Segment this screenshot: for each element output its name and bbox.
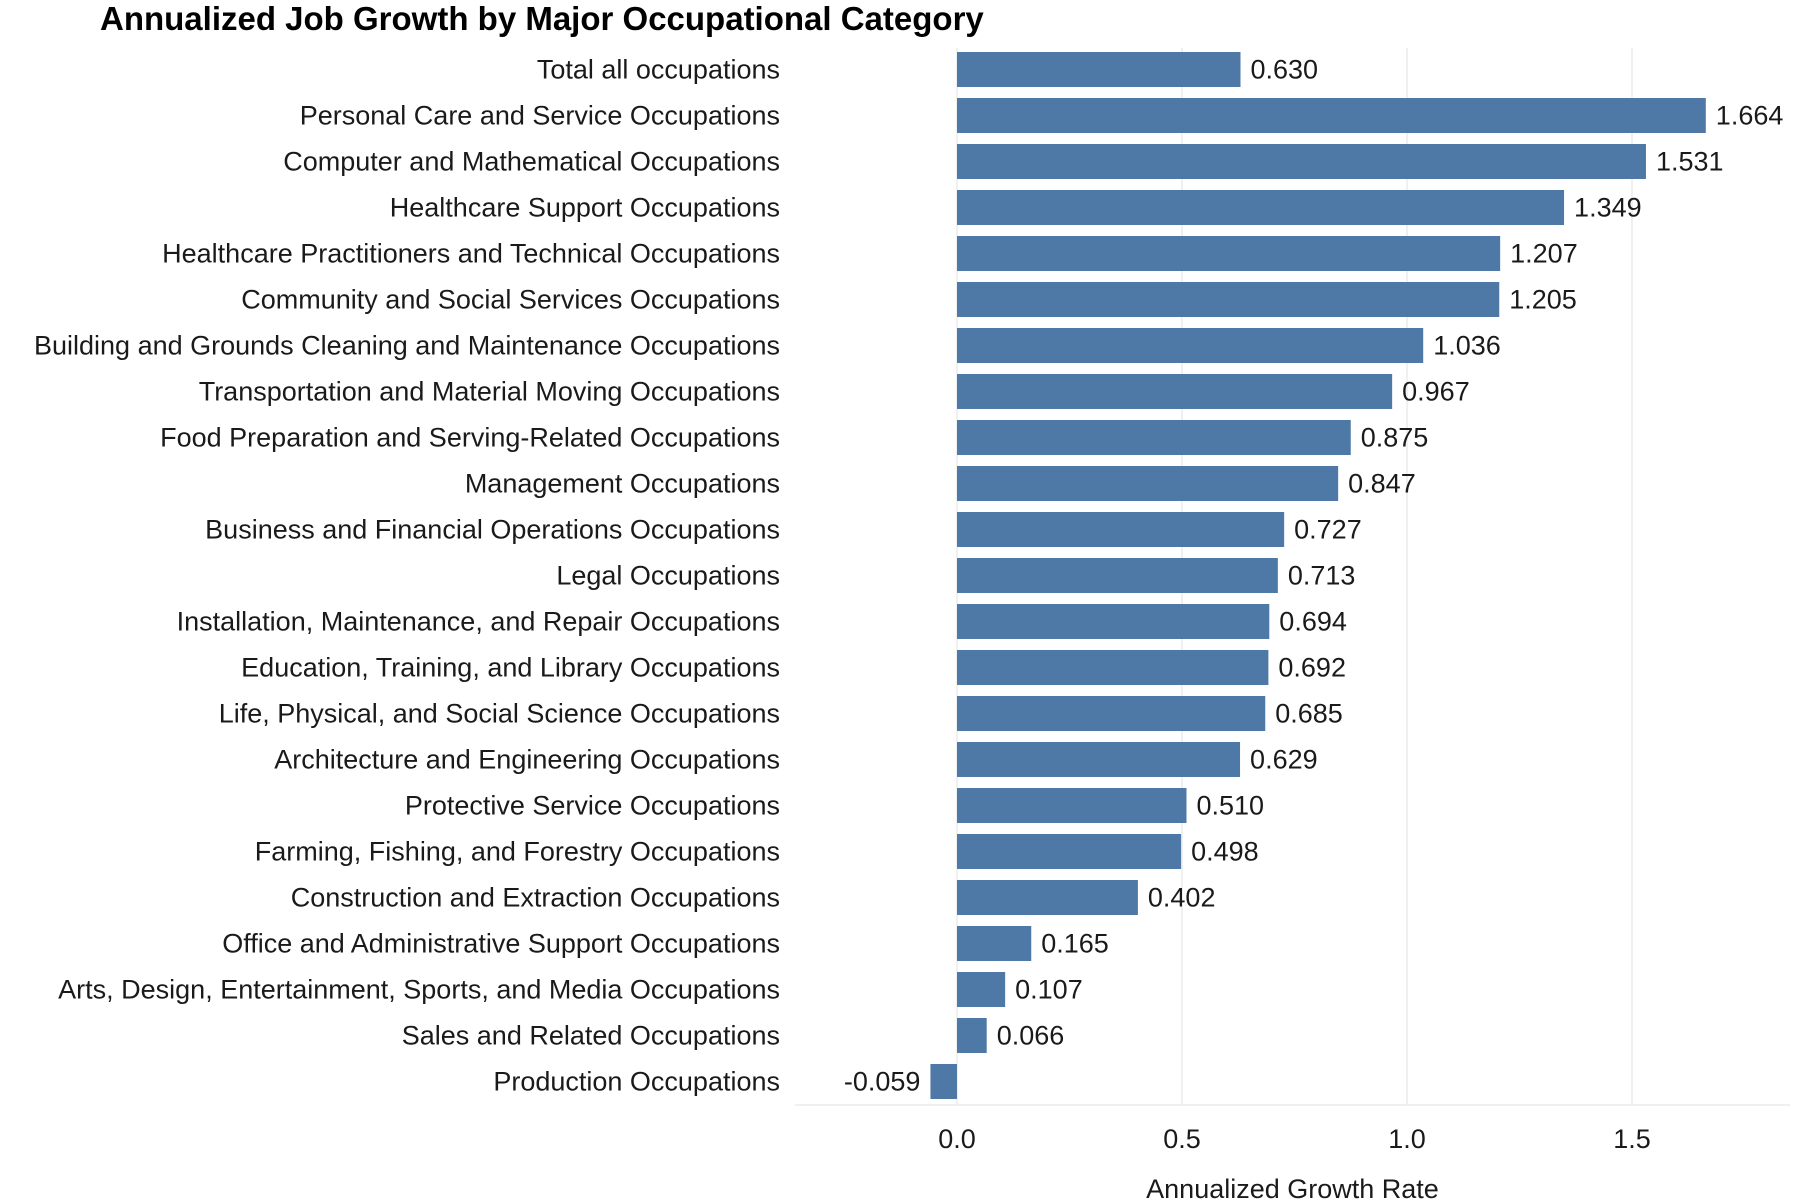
bars xyxy=(930,52,1706,1099)
category-label: Personal Care and Service Occupations xyxy=(300,101,780,131)
data-label: 0.165 xyxy=(1041,929,1109,959)
data-label: 1.664 xyxy=(1716,101,1784,131)
bar xyxy=(957,604,1270,639)
data-label: 0.685 xyxy=(1275,699,1343,729)
category-label: Management Occupations xyxy=(465,469,780,499)
data-label: 0.727 xyxy=(1294,515,1362,545)
x-tick-label: 0.0 xyxy=(938,1124,976,1154)
data-label: 1.531 xyxy=(1656,147,1724,177)
category-label: Community and Social Services Occupation… xyxy=(241,285,780,315)
data-label: 0.713 xyxy=(1288,561,1356,591)
x-tick-label: 1.5 xyxy=(1613,1124,1651,1154)
bar xyxy=(957,282,1500,317)
bar xyxy=(957,236,1501,271)
data-label: 0.510 xyxy=(1197,791,1265,821)
x-tick-label: 0.5 xyxy=(1163,1124,1201,1154)
data-label: 0.694 xyxy=(1279,607,1347,637)
x-axis-title: Annualized Growth Rate xyxy=(1146,1174,1439,1201)
chart-title: Annualized Job Growth by Major Occupatio… xyxy=(100,0,984,37)
bar xyxy=(957,650,1269,685)
category-label: Total all occupations xyxy=(537,55,780,85)
bar xyxy=(957,52,1241,87)
category-label: Healthcare Support Occupations xyxy=(390,193,780,223)
bar xyxy=(957,788,1187,823)
bar xyxy=(957,190,1565,225)
data-label: 1.036 xyxy=(1433,331,1501,361)
category-label: Construction and Extraction Occupations xyxy=(291,883,780,913)
data-label: 0.402 xyxy=(1148,883,1216,913)
data-label: 1.349 xyxy=(1574,193,1642,223)
category-label: Food Preparation and Serving-Related Occ… xyxy=(160,423,780,453)
bar xyxy=(957,880,1138,915)
data-label: 0.967 xyxy=(1402,377,1470,407)
category-label: Arts, Design, Entertainment, Sports, and… xyxy=(58,975,780,1005)
bar xyxy=(957,558,1278,593)
bar xyxy=(957,696,1266,731)
data-label: 0.107 xyxy=(1015,975,1083,1005)
data-label: 1.207 xyxy=(1510,239,1578,269)
bar xyxy=(957,972,1006,1007)
x-tick-label: 1.0 xyxy=(1388,1124,1426,1154)
category-label: Sales and Related Occupations xyxy=(402,1021,780,1051)
category-label: Legal Occupations xyxy=(556,561,780,591)
bar xyxy=(957,420,1351,455)
bar xyxy=(957,374,1393,409)
category-label: Protective Service Occupations xyxy=(405,791,780,821)
category-label: Healthcare Practitioners and Technical O… xyxy=(162,239,780,269)
data-label: 0.630 xyxy=(1251,55,1319,85)
bar xyxy=(957,98,1706,133)
bar xyxy=(957,834,1182,869)
category-label: Transportation and Material Moving Occup… xyxy=(199,377,780,407)
bar xyxy=(957,328,1424,363)
bar xyxy=(957,144,1646,179)
category-label: Installation, Maintenance, and Repair Oc… xyxy=(177,607,780,637)
data-label: -0.059 xyxy=(844,1067,921,1097)
category-label: Farming, Fishing, and Forestry Occupatio… xyxy=(255,837,780,867)
data-label: 0.692 xyxy=(1278,653,1346,683)
labels: 0.0 0.5 1.0 1.5 Total all occupations 0.630 Pe… xyxy=(34,55,1783,1155)
category-label: Education, Training, and Library Occupat… xyxy=(241,653,780,683)
bar xyxy=(957,1018,987,1053)
data-label: 0.847 xyxy=(1348,469,1416,499)
data-label: 0.629 xyxy=(1250,745,1318,775)
data-label: 0.066 xyxy=(997,1021,1065,1051)
data-label: 1.205 xyxy=(1509,285,1577,315)
bar xyxy=(957,742,1241,777)
data-label: 0.498 xyxy=(1191,837,1259,867)
data-label: 0.875 xyxy=(1361,423,1429,453)
bar xyxy=(957,926,1032,961)
category-label: Life, Physical, and Social Science Occup… xyxy=(219,699,780,729)
bar xyxy=(957,466,1339,501)
bar xyxy=(930,1064,957,1099)
category-label: Building and Grounds Cleaning and Mainte… xyxy=(34,331,780,361)
category-label: Production Occupations xyxy=(493,1067,780,1097)
category-label: Office and Administrative Support Occupa… xyxy=(222,929,780,959)
category-label: Computer and Mathematical Occupations xyxy=(283,147,780,177)
bar xyxy=(957,512,1285,547)
category-label: Architecture and Engineering Occupations xyxy=(274,745,780,775)
category-label: Business and Financial Operations Occupa… xyxy=(205,515,780,545)
